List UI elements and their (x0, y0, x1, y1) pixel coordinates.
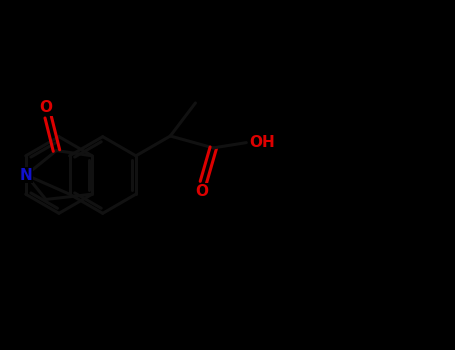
Text: O: O (196, 184, 208, 199)
Text: O: O (39, 100, 52, 115)
Text: OH: OH (249, 135, 275, 150)
Text: N: N (20, 168, 32, 182)
